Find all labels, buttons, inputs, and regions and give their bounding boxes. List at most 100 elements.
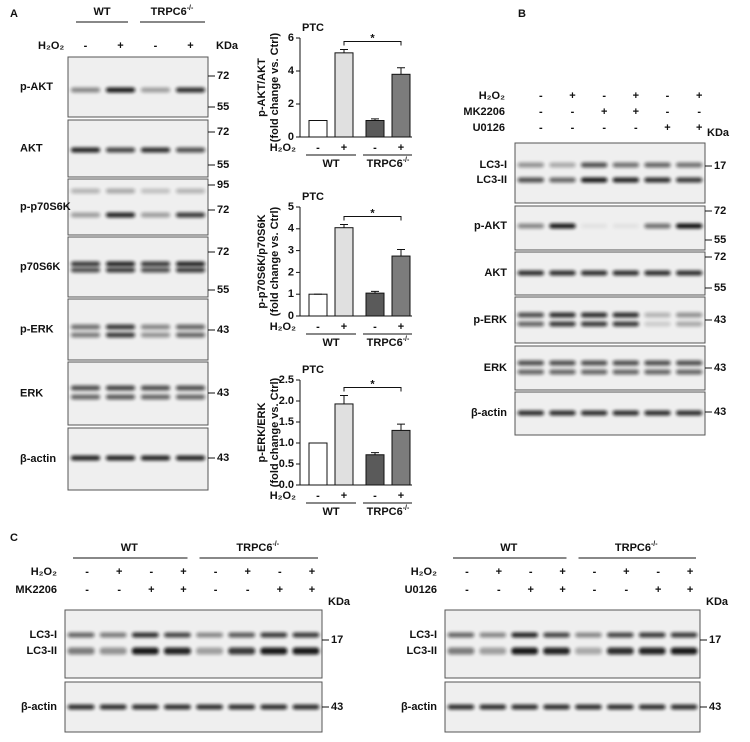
x-tick-label: + [398, 490, 404, 502]
band [105, 332, 136, 338]
x-tick-label: - [316, 321, 320, 333]
lane-sign: + [309, 566, 315, 578]
band [638, 647, 666, 655]
lane-sign: - [656, 566, 660, 578]
blot-label: AKT [484, 267, 507, 279]
band [140, 385, 171, 391]
band [260, 632, 288, 638]
band [70, 212, 101, 218]
lane-sign: - [85, 566, 89, 578]
lane-sign: - [214, 566, 218, 578]
band [580, 360, 608, 366]
label-sup: -/- [403, 505, 410, 512]
x-tick-label: - [373, 490, 377, 502]
band [175, 188, 206, 194]
y-tick-label: 4 [288, 223, 295, 235]
lane-sign: - [571, 106, 575, 118]
band [67, 647, 95, 655]
y-axis-label: p-AKT/AKT [256, 58, 268, 117]
lane-sign: - [539, 122, 543, 134]
band [644, 162, 671, 168]
band [580, 177, 608, 183]
kda-label: KDa [328, 596, 351, 608]
band [670, 647, 698, 655]
error-bar [371, 452, 379, 455]
band [511, 704, 539, 710]
band [131, 704, 159, 710]
band [612, 312, 640, 318]
band [675, 223, 703, 229]
label-sup: -/- [272, 541, 279, 548]
marker-label: 55 [714, 234, 726, 246]
marker-label: 43 [714, 406, 726, 418]
lane-sign: + [623, 566, 629, 578]
band [70, 455, 101, 461]
bar [391, 255, 411, 317]
group-label: TRPC6-/- [615, 541, 658, 554]
marker-label: 43 [714, 362, 726, 374]
significance-label: * [370, 32, 375, 44]
band [543, 647, 570, 655]
band [140, 455, 171, 461]
band [260, 704, 288, 710]
panel-label: C [10, 532, 18, 544]
lane-sign: - [666, 90, 670, 102]
group-label: TRPC6-/- [367, 336, 410, 349]
marker-label: 43 [714, 314, 726, 326]
lane-sign: - [117, 584, 121, 596]
blot-label: LC3-I [410, 629, 438, 641]
band [196, 704, 224, 710]
label-base: TRPC6 [236, 542, 272, 554]
band [228, 704, 256, 710]
row-label: H₂O₂ [38, 40, 64, 52]
lane-sign: - [149, 566, 153, 578]
band [131, 647, 159, 655]
lane-sign: + [559, 566, 565, 578]
lane-sign: + [601, 106, 607, 118]
band [638, 632, 666, 638]
lane-sign: + [116, 566, 122, 578]
x-tick-label: - [373, 142, 377, 154]
band [511, 647, 539, 655]
marker-label: 72 [217, 70, 229, 82]
chart-title: PTC [302, 191, 324, 203]
lane-sign: - [571, 122, 575, 134]
y-tick-label: 6 [288, 32, 294, 44]
marker-label: 55 [217, 101, 229, 113]
band [175, 212, 206, 218]
band [228, 647, 256, 655]
lane-sign: + [633, 90, 639, 102]
label-base: TRPC6 [367, 506, 403, 518]
row-label: MK2206 [15, 584, 57, 596]
marker-label: 17 [714, 160, 726, 172]
band [612, 270, 640, 276]
lane-sign: + [655, 584, 661, 596]
lane-sign: + [309, 584, 315, 596]
bar [391, 429, 411, 486]
label-base: TRPC6 [615, 542, 651, 554]
band [644, 321, 671, 327]
band [612, 162, 640, 168]
lane-sign: - [539, 106, 543, 118]
blot-label: AKT [20, 142, 43, 154]
y-tick-label: 0 [288, 131, 294, 143]
significance-label: * [370, 207, 375, 219]
group-label: WT [322, 337, 339, 349]
band [105, 87, 136, 93]
band [580, 312, 608, 318]
lane-sign: + [687, 566, 693, 578]
blot [67, 361, 209, 426]
label-sup: -/- [403, 336, 410, 343]
band [105, 324, 136, 330]
lane-sign: + [664, 122, 670, 134]
error-bar [340, 395, 348, 404]
marker-label: 72 [217, 204, 229, 216]
bar [308, 120, 328, 138]
blot-label: ERK [20, 387, 43, 399]
bar [334, 227, 354, 317]
row-label: U0126 [473, 122, 505, 134]
band [575, 704, 602, 710]
blot [64, 609, 323, 679]
band [260, 647, 288, 655]
band [70, 147, 101, 153]
